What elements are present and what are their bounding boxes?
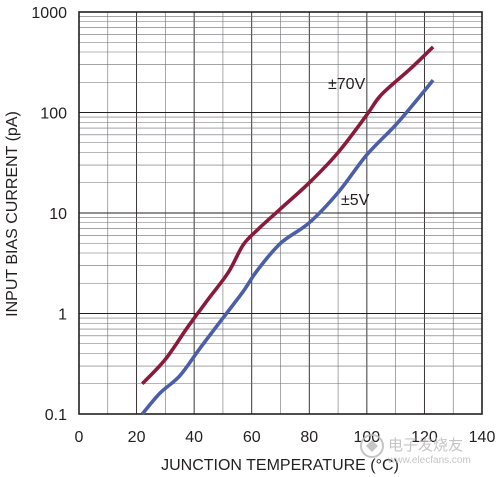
x-tick-label: 40 — [185, 429, 203, 446]
watermark-logo-icon — [360, 434, 384, 458]
y-axis-title: INPUT BIAS CURRENT (pA) — [4, 111, 21, 317]
y-tick-label: 1000 — [31, 5, 67, 22]
y-tick-label: 0.1 — [45, 407, 67, 424]
x-tick-label: 120 — [411, 429, 438, 446]
series-label-5v: ±5V — [341, 192, 370, 209]
x-tick-label: 100 — [354, 429, 381, 446]
x-axis-title: JUNCTION TEMPERATURE (°C) — [161, 457, 399, 474]
x-tick-label: 0 — [75, 429, 84, 446]
watermark-logo-mark — [366, 440, 378, 452]
watermark-url: www.elecfans.com — [387, 455, 471, 466]
x-tick-label: 140 — [469, 429, 496, 446]
y-tick-label: 1 — [58, 307, 67, 324]
x-tick-label: 20 — [128, 429, 146, 446]
plot-frame — [78, 11, 483, 415]
series-line-0 — [141, 45, 435, 385]
watermark: 电子发烧友 www.elecfans.com — [360, 434, 471, 466]
x-tick-label: 80 — [300, 429, 318, 446]
tick-labels: 0 20 40 60 80 100 120 140 0.1 1 10 100 1000 — [31, 5, 495, 446]
grid — [79, 12, 482, 414]
series-line-1 — [140, 78, 435, 416]
series-label-70v: ±70V — [328, 76, 366, 93]
y-tick-label: 100 — [40, 106, 67, 123]
x-tick-label: 60 — [243, 429, 261, 446]
y-tick-label: 10 — [49, 206, 67, 223]
series-group — [140, 45, 435, 416]
watermark-text: 电子发烧友 — [388, 437, 463, 454]
